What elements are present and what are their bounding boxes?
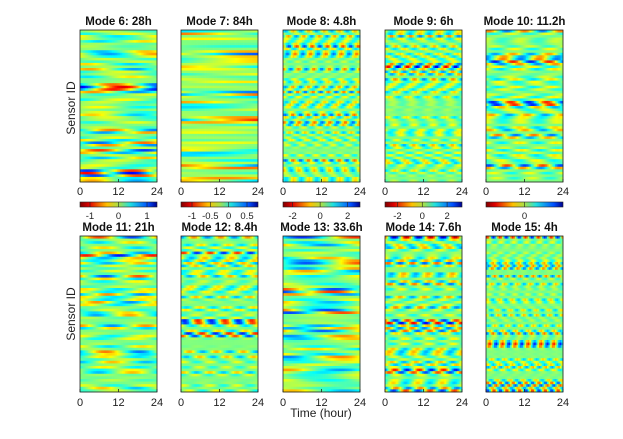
figure: Mode 6: 28h0 12 24-1 0 1Mode 7: 84h0 12 24-1 -0… [0,0,623,439]
heatmap-cells [80,30,157,182]
panel-title: Mode 6: 28h [85,16,151,28]
